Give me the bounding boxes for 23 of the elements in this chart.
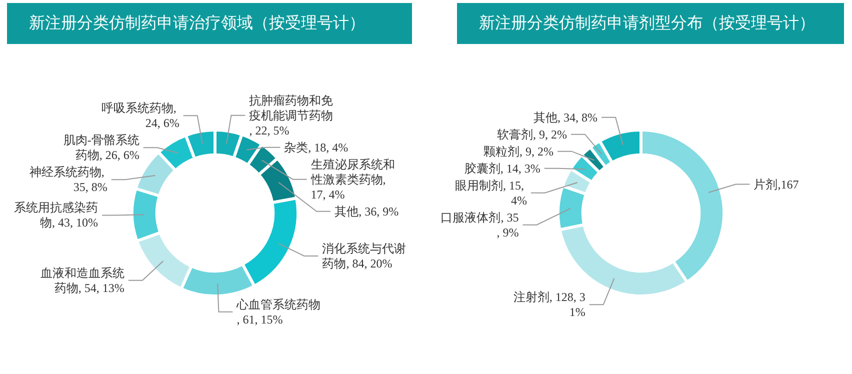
slice-label: 肌肉-骨骼系统药物, 26, 6% bbox=[63, 133, 140, 162]
slice-label: 消化系统与代谢药物, 84, 20% bbox=[322, 241, 406, 270]
slice-label: 注射剂, 128, 31% bbox=[513, 290, 586, 320]
slice-label: 其他, 34, 8% bbox=[534, 110, 598, 124]
slice-label: 生殖泌尿系统和性激素类药物, 17, 4% bbox=[310, 157, 395, 202]
slice-label: 心血管系统药物 bbox=[236, 297, 321, 312]
data-label: , 61, 15% bbox=[236, 312, 283, 326]
slice-label: 系统用抗感染药物, 43, 10% bbox=[14, 200, 98, 230]
data-label: , 22, 5% bbox=[249, 123, 290, 138]
slice-label: 呼吸系统药物, 24, 6% bbox=[101, 101, 180, 130]
slice-label: 杂类, 18, 4% bbox=[284, 140, 348, 154]
slice-label: 软膏剂, 9, 2% bbox=[496, 127, 567, 142]
slice-label: 胶囊剂, 14, 3% bbox=[464, 161, 540, 176]
slice-label: 片剂,167 bbox=[754, 177, 799, 192]
slice-label: 其他, 36, 9% bbox=[334, 204, 399, 218]
slice-label: 神经系统药物, 35, 8% bbox=[29, 165, 108, 194]
slice-label: 血液和造血系统药物, 54, 13% bbox=[40, 266, 124, 295]
chart-title: 新注册分类仿制药申请治疗领域（按受理号计） bbox=[7, 3, 412, 44]
chart-title: 新注册分类仿制药申请剂型分布（按受理号计） bbox=[457, 3, 844, 44]
slice-label: 口服液体剂, 35, 9% bbox=[440, 210, 519, 240]
slice-label: 颗粒剂, 9, 2% bbox=[484, 144, 554, 158]
slice-label: 眼用制剂, 15, 4% bbox=[454, 178, 527, 208]
slice-label: 抗肿瘤药物和免疫机能调节药物 bbox=[249, 93, 334, 122]
